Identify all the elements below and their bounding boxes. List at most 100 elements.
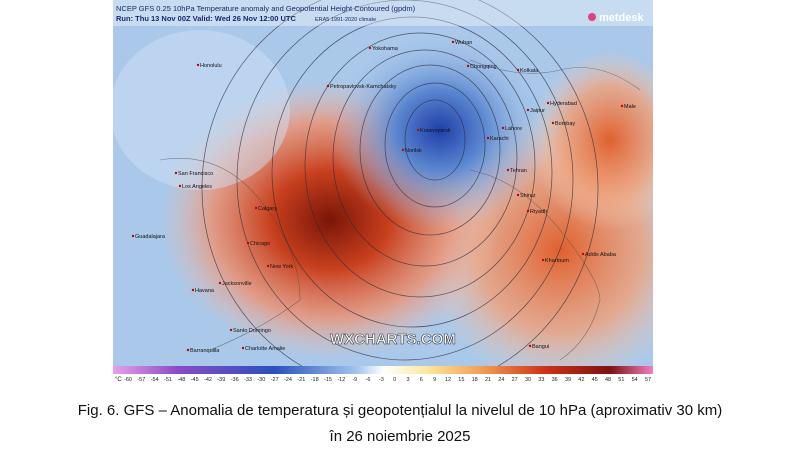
place-label: Barranquilla [190,348,220,354]
place-dot [131,234,135,238]
colorbar-label: -36 [231,377,239,383]
logo-icon [588,13,596,21]
colorbar-label: -27 [271,377,279,383]
place-label: Norilsk [405,148,422,154]
colorbar-label: 42 [578,377,584,383]
place-label: Addis Ababa [585,252,617,258]
colorbar-label: -51 [164,377,172,383]
place-dot [581,252,585,256]
colorbar-label: -6 [366,377,371,383]
place-dot [186,348,190,352]
place-dot [451,40,455,44]
place-label: Kolkata [520,68,539,74]
colorbar-label: 36 [552,377,558,383]
colorbar-label: -33 [244,377,252,383]
place-label: Khartoum [545,258,569,264]
map-field [113,0,653,366]
colorbar-label: -42 [204,377,212,383]
place-dot [218,281,222,285]
place-dot [191,288,195,292]
place-dot [326,84,330,88]
place-dot [516,68,520,72]
colorbar-label: -12 [337,377,345,383]
colorbar-label: 51 [618,377,624,383]
place-dot [528,344,532,348]
colorbar-label: -18 [311,377,319,383]
place-dot [516,193,520,197]
colorbar-label: 30 [525,377,531,383]
colorbar-label: 33 [538,377,544,383]
place-dot [486,136,490,140]
place-dot [241,346,245,350]
place-label: Bombay [555,121,575,127]
place-label: Tehran [510,168,527,174]
place-dot [506,168,510,172]
colorbar-label: 21 [485,377,491,383]
place-label: Karachi [490,136,509,142]
colorbar-unit: °C [115,377,122,383]
colorbar-label: 18 [472,377,478,383]
place-dot [368,46,372,50]
watermark: WXCHARTS.COM [330,331,456,348]
place-dot [174,171,178,175]
caption-line: Fig. 6. GFS – Anomalia de temperatura și… [77,402,723,419]
place-dot [266,264,270,268]
map-climate: ERA5 1991-2020 climate [315,17,376,23]
colorbar-label: -30 [257,377,265,383]
place-label: Shiraz [520,193,536,199]
place-dot [254,206,258,210]
map-run: Run: Thu 13 Nov 00Z Valid: Wed 26 Nov 12… [116,14,296,23]
place-label: Riyadh [530,209,547,215]
map-header: NCEP GFS 0.25 10hPa Temperature anomaly … [116,4,416,13]
colorbar-label: -57 [137,377,145,383]
place-label: Male [624,104,636,110]
place-dot [541,258,545,262]
place-dot [551,121,555,125]
colorbar [113,366,653,374]
place-label: Krasnoyarsk [420,128,451,134]
place-dot [526,209,530,213]
place-label: Petropavlovsk-Kamchatsky [330,84,397,90]
place-label: Chicago [250,241,270,247]
colorbar-label: 3 [406,377,409,383]
colorbar-label: 12 [445,377,451,383]
place-label: Los Angeles [182,184,212,190]
place-dot [546,101,550,105]
place-label: Guadalajara [135,234,166,240]
colorbar-label: 39 [565,377,571,383]
colorbar-label: 9 [433,377,436,383]
place-dot [229,328,233,332]
place-dot [466,64,470,68]
colorbar-label: -54 [151,377,159,383]
colorbar-label: 0 [393,377,396,383]
place-dot [196,63,200,67]
place-dot [246,241,250,245]
logo: metdesk [599,12,645,24]
place-label: Jacksonville [222,281,252,287]
place-label: Jaipur [530,108,545,114]
colorbar-label: 24 [498,377,504,383]
colorbar-label: -60 [124,377,132,383]
colorbar-label: 27 [512,377,518,383]
place-label: Havana [195,288,215,294]
place-dot [401,148,405,152]
colorbar-label: -3 [379,377,384,383]
place-label: Charlotte Amalie [245,346,285,352]
colorbar-label: -45 [191,377,199,383]
colorbar-label: 54 [632,377,638,383]
colorbar-label: -15 [324,377,332,383]
colorbar-label: 45 [592,377,598,383]
colorbar-label: -9 [352,377,357,383]
place-label: Chongqing [470,64,497,70]
colorbar-label: 15 [458,377,464,383]
place-label: San Francisco [178,171,213,177]
colorbar-label: -21 [297,377,305,383]
colorbar-label: -39 [217,377,225,383]
place-label: Lahore [505,126,522,132]
place-dot [526,108,530,112]
colorbar-label: 48 [605,377,611,383]
place-label: Yokohama [372,46,399,52]
place-label: New York [270,264,293,270]
place-dot [620,104,624,108]
